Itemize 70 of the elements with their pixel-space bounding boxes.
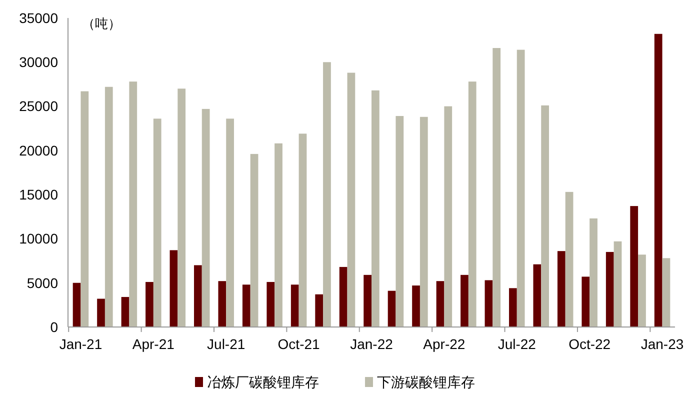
x-tick-label: Jul-21 <box>207 336 246 352</box>
bar <box>557 251 566 327</box>
bar <box>97 298 105 327</box>
bar <box>412 286 420 327</box>
x-tick-label: Jul-22 <box>498 336 536 352</box>
bar <box>290 284 299 327</box>
y-tick-label: 0 <box>50 318 58 335</box>
bar <box>242 284 250 327</box>
y-tick-label: 20000 <box>19 142 58 158</box>
legend-label: 冶炼厂碳酸锂库存 <box>207 374 319 390</box>
bar <box>492 48 501 327</box>
bar <box>339 266 348 327</box>
bar <box>388 290 396 327</box>
y-tick-label: 5000 <box>26 274 58 291</box>
bar <box>509 288 517 327</box>
bar <box>372 90 380 327</box>
bar <box>638 254 646 327</box>
y-tick-label: 15000 <box>19 186 58 202</box>
bar <box>153 118 162 327</box>
bar <box>662 258 670 327</box>
bar <box>129 82 138 327</box>
bar <box>396 116 404 327</box>
bar <box>178 88 186 327</box>
bar <box>194 265 202 327</box>
x-tick-label: Oct-22 <box>568 336 611 352</box>
bar <box>266 282 275 327</box>
x-tick-label: Apr-21 <box>132 336 175 352</box>
y-tick-label: 30000 <box>19 54 58 70</box>
y-tick-label: 10000 <box>19 230 58 247</box>
bar <box>146 282 154 327</box>
x-tick-label: Oct-21 <box>278 336 320 352</box>
bar <box>202 108 210 327</box>
x-tick-label: Apr-22 <box>423 336 466 352</box>
bar <box>630 206 638 327</box>
bar <box>323 62 331 327</box>
bar <box>274 143 282 327</box>
bar <box>226 118 234 327</box>
bar <box>614 241 622 327</box>
y-axis-title: （吨） <box>82 16 121 31</box>
bar <box>170 250 178 327</box>
bar <box>468 82 476 327</box>
bar <box>72 282 81 327</box>
y-tick-label: 35000 <box>19 10 58 26</box>
bar <box>484 280 493 327</box>
x-tick-label: Jan-22 <box>350 336 394 352</box>
bar <box>436 281 444 327</box>
bar <box>606 252 614 327</box>
bar <box>565 192 574 327</box>
bar <box>541 105 549 327</box>
x-tick-label: Jan-21 <box>59 336 102 352</box>
bar <box>104 86 113 327</box>
bar <box>420 116 428 327</box>
bar <box>218 281 226 327</box>
bar <box>298 134 307 327</box>
y-tick-label: 25000 <box>19 98 58 114</box>
bar <box>533 264 542 327</box>
bar <box>364 274 372 327</box>
legend-label: 下游碳酸锂库存 <box>377 374 475 390</box>
bar <box>250 154 258 327</box>
bar <box>347 72 356 327</box>
bar <box>80 91 89 327</box>
bar <box>121 296 130 327</box>
bar <box>582 276 590 327</box>
bar <box>654 34 662 327</box>
bar <box>315 294 324 327</box>
bar <box>444 106 452 327</box>
bar <box>460 274 468 327</box>
x-tick-label: Jan-23 <box>640 336 684 352</box>
bar <box>590 218 598 327</box>
bar <box>516 50 525 327</box>
